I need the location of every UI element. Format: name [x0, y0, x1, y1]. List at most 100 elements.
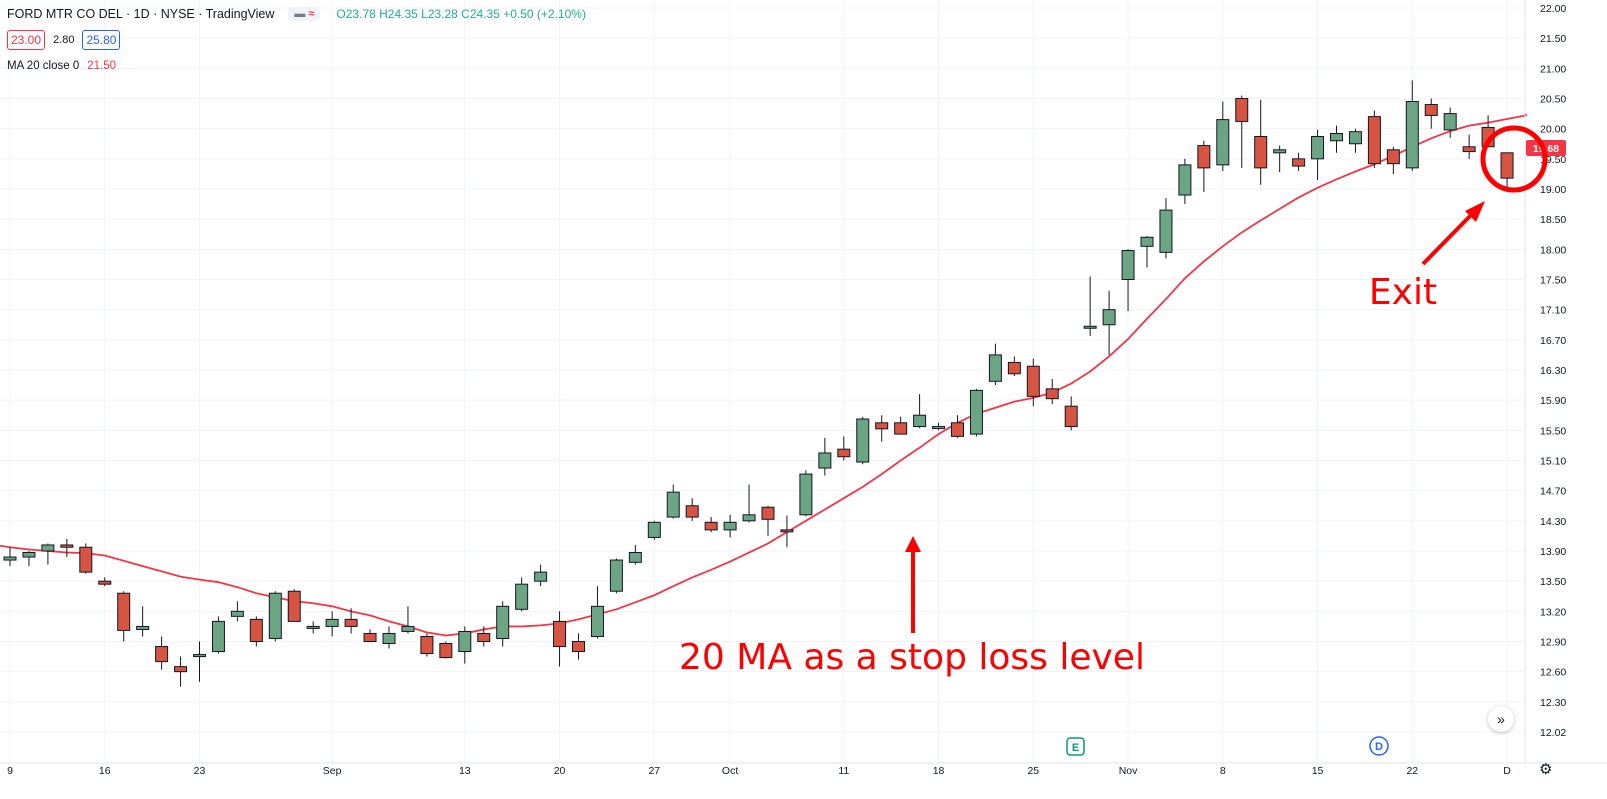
candle-body	[1273, 149, 1287, 154]
y-tick-label: 13.90	[1540, 546, 1566, 558]
candle-body	[1007, 361, 1021, 375]
candle-down	[1367, 110, 1381, 168]
candle-body	[969, 389, 983, 435]
exit-arrowhead	[1465, 201, 1485, 222]
candle-body	[496, 605, 510, 639]
candle-up	[496, 601, 510, 647]
y-tick-label: 17.50	[1540, 275, 1566, 287]
candle-down	[174, 656, 188, 687]
candle-down	[1386, 146, 1400, 174]
candle-body	[344, 618, 358, 627]
candle-down	[363, 629, 377, 643]
y-tick-label: 12.30	[1540, 697, 1566, 709]
ma-indicator-label[interactable]: MA 20 close 0	[7, 60, 80, 72]
candle-body	[1178, 164, 1192, 196]
spread-value: 2.80	[53, 34, 75, 46]
candle-body	[41, 544, 55, 552]
candle-body	[477, 632, 491, 643]
candle-up	[799, 470, 813, 517]
candle-body	[230, 610, 244, 617]
candle-body	[79, 546, 93, 573]
y-tick-label: 20.50	[1540, 94, 1566, 106]
candle-up	[628, 544, 642, 565]
candle-body	[1197, 145, 1211, 169]
candle-body	[211, 620, 225, 653]
candle-down	[1026, 358, 1040, 407]
dividend-marker-circle	[1369, 736, 1389, 756]
candle-body	[1026, 365, 1040, 397]
candle-body	[1216, 119, 1230, 166]
candle-body	[1159, 209, 1173, 253]
double-chevron-right-icon: »	[1497, 711, 1505, 727]
candle-body	[1083, 325, 1097, 329]
candle-down	[1007, 356, 1021, 377]
candle-down	[117, 591, 131, 642]
candle-down	[1292, 152, 1306, 171]
y-tick-label: 21.00	[1540, 63, 1566, 75]
scroll-to-realtime-button[interactable]: »	[1488, 706, 1514, 732]
candle-up	[1140, 236, 1154, 268]
y-tick-label: 18.50	[1540, 214, 1566, 226]
dividend-marker-label: D	[1375, 741, 1383, 753]
candle-up	[609, 558, 623, 594]
candle-up	[932, 422, 946, 431]
candle-down	[420, 633, 434, 657]
y-tick-label: 13.50	[1540, 576, 1566, 588]
candle-body	[875, 422, 889, 430]
candle-down	[344, 608, 358, 634]
candle-body	[1405, 101, 1419, 169]
candle-body	[628, 552, 642, 563]
candle-up	[742, 484, 756, 523]
y-tick-label: 16.30	[1540, 365, 1566, 377]
candle-body	[553, 620, 567, 648]
candle-down	[553, 611, 567, 667]
candle-up	[136, 606, 150, 637]
candle-body	[666, 491, 680, 518]
candle-body	[1348, 131, 1362, 145]
candle-down	[685, 498, 699, 521]
candle-up	[458, 626, 472, 664]
candle-body	[1367, 116, 1381, 165]
buy-price-button[interactable]: 25.80	[82, 30, 121, 50]
candle-body	[723, 521, 737, 531]
candle-body	[1102, 309, 1116, 326]
candle-body	[268, 592, 282, 639]
sell-price-button[interactable]: 23.00	[7, 30, 46, 50]
last-price-tag	[1526, 139, 1566, 156]
symbol-title[interactable]: FORD MTR CO DEL · 1D · NYSE · TradingVie…	[7, 7, 275, 21]
earnings-marker-box	[1066, 737, 1085, 756]
candle-up	[230, 601, 244, 622]
candle-down	[1197, 140, 1211, 193]
x-tick-label: 11	[838, 765, 849, 777]
candle-down	[287, 589, 301, 622]
candle-down	[704, 517, 718, 533]
candles-layer	[3, 80, 1514, 687]
y-tick-label: 21.50	[1540, 33, 1566, 45]
visibility-toggle[interactable]: ▬ ≈	[288, 7, 321, 21]
candle-down	[98, 577, 112, 587]
x-tick-label: 18	[933, 765, 945, 777]
exit-annotation-text: Exit	[1369, 272, 1437, 313]
candle-body	[856, 418, 870, 463]
y-tick-label: 12.60	[1540, 667, 1566, 679]
candle-down	[875, 415, 889, 442]
candle-body	[306, 625, 320, 629]
candle-body	[1443, 113, 1457, 131]
candle-body	[117, 592, 131, 631]
candle-up	[1273, 145, 1287, 173]
candle-body	[1235, 98, 1249, 122]
candle-down	[951, 415, 964, 438]
candle-body	[1424, 104, 1438, 116]
candle-up	[1159, 198, 1173, 259]
candle-up	[1311, 129, 1325, 180]
candle-down	[155, 636, 169, 670]
dividend-marker: D	[1369, 736, 1389, 756]
candle-body	[1045, 388, 1059, 400]
ma-line-layer	[0, 113, 1528, 637]
time-axis: 9 16 23 Sep 13 20 27 Oct 11 18 25 Nov 8 15 22 D	[0, 762, 1607, 777]
candle-up	[534, 564, 548, 587]
candle-body	[780, 529, 794, 533]
candle-body	[609, 559, 623, 592]
settings-gear-icon[interactable]: ⚙	[1539, 761, 1553, 778]
